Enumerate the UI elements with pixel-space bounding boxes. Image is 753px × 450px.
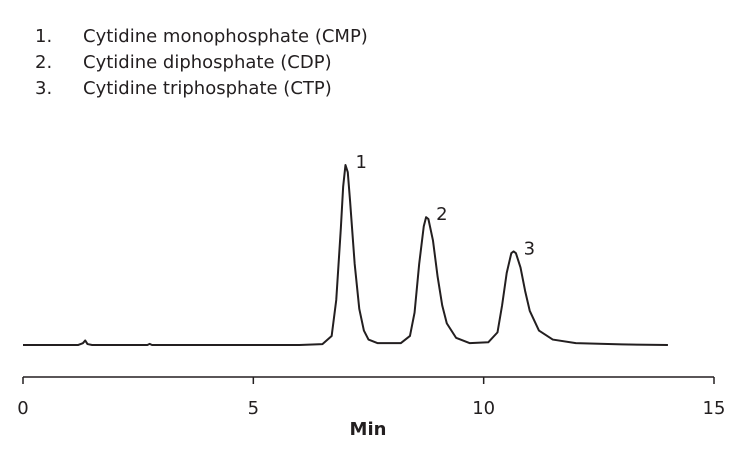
peak-label: 1 bbox=[355, 152, 366, 173]
legend: 1. Cytidine monophosphate (CMP) 2. Cytidine… bbox=[35, 26, 368, 99]
x-tick-label: 0 bbox=[17, 398, 28, 419]
x-axis-label: Min bbox=[350, 419, 387, 440]
peak-label: 3 bbox=[524, 238, 535, 259]
peak-label: 2 bbox=[436, 204, 447, 225]
legend-number: 3. bbox=[35, 78, 52, 99]
x-tick-label: 15 bbox=[703, 398, 726, 419]
legend-text: Cytidine triphosphate (CTP) bbox=[83, 78, 332, 99]
legend-number: 1. bbox=[35, 26, 52, 47]
legend-text: Cytidine monophosphate (CMP) bbox=[83, 26, 368, 47]
legend-number: 2. bbox=[35, 52, 52, 73]
x-tick-label: 10 bbox=[472, 398, 495, 419]
chromatogram-trace bbox=[23, 164, 668, 346]
legend-text: Cytidine diphosphate (CDP) bbox=[83, 52, 332, 73]
x-tick-label: 5 bbox=[248, 398, 259, 419]
